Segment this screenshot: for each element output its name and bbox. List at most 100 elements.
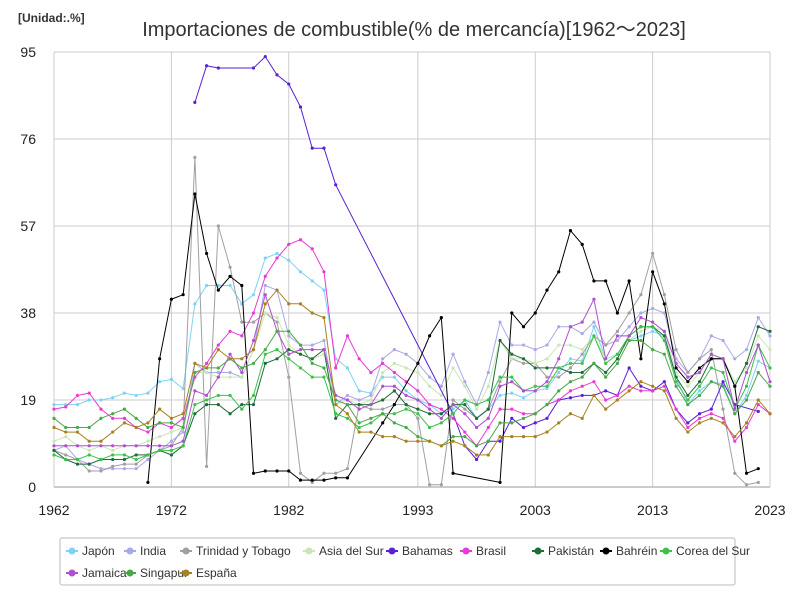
data-point bbox=[510, 311, 514, 315]
data-point bbox=[240, 357, 244, 361]
legend-label: Singapur bbox=[140, 566, 188, 580]
data-point bbox=[357, 430, 361, 434]
y-tick-label: 57 bbox=[20, 218, 36, 234]
data-point bbox=[662, 311, 666, 315]
data-point bbox=[193, 100, 197, 104]
unit-label: [Unidad:.%] bbox=[18, 11, 85, 25]
data-point bbox=[510, 391, 514, 395]
data-point bbox=[146, 425, 150, 430]
data-point bbox=[697, 370, 702, 375]
data-point bbox=[310, 361, 314, 365]
data-point bbox=[298, 352, 303, 356]
data-point bbox=[52, 444, 56, 448]
data-point bbox=[615, 357, 620, 361]
data-point bbox=[709, 357, 713, 361]
data-point bbox=[228, 375, 232, 379]
data-point bbox=[486, 398, 490, 402]
data-point bbox=[204, 398, 209, 402]
data-point bbox=[287, 348, 291, 352]
legend-label: Corea del Sur bbox=[676, 544, 750, 558]
series-8 bbox=[52, 325, 772, 462]
legend-label: Brasil bbox=[476, 544, 506, 558]
data-point bbox=[404, 389, 408, 393]
legend-item: Bahréin bbox=[600, 544, 657, 558]
data-point bbox=[322, 471, 326, 475]
data-point bbox=[451, 402, 455, 407]
data-point bbox=[592, 279, 596, 283]
data-point bbox=[392, 435, 396, 439]
data-point bbox=[768, 366, 772, 370]
data-point bbox=[158, 448, 162, 452]
data-point bbox=[580, 320, 584, 324]
data-point bbox=[451, 439, 455, 443]
data-point bbox=[404, 352, 408, 356]
data-point bbox=[639, 380, 643, 384]
data-point bbox=[744, 370, 749, 375]
data-point bbox=[756, 480, 760, 485]
data-point bbox=[87, 453, 91, 457]
data-point bbox=[345, 416, 350, 420]
data-point bbox=[463, 398, 467, 402]
data-point bbox=[287, 375, 291, 379]
data-point bbox=[651, 329, 655, 333]
legend-box bbox=[59, 537, 736, 586]
data-point bbox=[568, 366, 573, 370]
data-point bbox=[615, 361, 620, 365]
data-point bbox=[428, 402, 432, 407]
series-line bbox=[194, 55, 759, 461]
data-point bbox=[275, 251, 279, 256]
x-tick-label: 2023 bbox=[754, 502, 785, 518]
data-point bbox=[662, 302, 666, 306]
data-point bbox=[521, 361, 526, 365]
data-point bbox=[498, 435, 502, 439]
data-point bbox=[181, 412, 185, 416]
y-tick-label: 19 bbox=[20, 392, 36, 408]
data-point bbox=[545, 357, 549, 361]
data-point bbox=[298, 105, 303, 109]
data-point bbox=[87, 439, 91, 443]
data-point bbox=[639, 338, 643, 343]
data-point bbox=[75, 457, 80, 462]
data-point bbox=[733, 357, 737, 361]
data-point bbox=[357, 389, 361, 393]
data-point bbox=[146, 457, 150, 462]
data-point bbox=[298, 302, 303, 306]
data-point bbox=[709, 380, 713, 384]
legend-label: Jamaica bbox=[82, 566, 127, 580]
data-point bbox=[744, 361, 749, 365]
data-point bbox=[533, 421, 537, 425]
data-point bbox=[709, 348, 713, 352]
data-point bbox=[756, 359, 760, 363]
data-point bbox=[392, 361, 396, 365]
data-point bbox=[204, 361, 209, 365]
legend-item: Corea del Sur bbox=[660, 544, 750, 558]
data-point bbox=[651, 389, 655, 393]
data-point bbox=[697, 389, 702, 393]
data-point bbox=[369, 407, 373, 411]
data-point bbox=[216, 343, 220, 347]
data-point bbox=[697, 412, 702, 416]
data-point bbox=[322, 338, 326, 343]
data-point bbox=[146, 391, 150, 395]
data-point bbox=[310, 343, 314, 347]
data-point bbox=[744, 483, 749, 487]
data-point bbox=[651, 270, 655, 274]
data-point bbox=[334, 366, 338, 370]
data-point bbox=[357, 357, 361, 361]
data-point bbox=[298, 348, 303, 352]
data-point bbox=[240, 407, 244, 411]
data-point bbox=[486, 416, 490, 420]
data-point bbox=[545, 366, 549, 370]
data-point bbox=[768, 384, 772, 388]
data-point bbox=[604, 279, 608, 283]
data-point bbox=[604, 375, 608, 379]
data-point bbox=[357, 398, 361, 402]
data-point bbox=[662, 293, 666, 297]
x-tick-label: 2013 bbox=[637, 502, 668, 518]
legend-item: Brasil bbox=[460, 544, 506, 558]
data-point bbox=[146, 444, 150, 448]
data-point bbox=[87, 469, 91, 473]
data-point bbox=[134, 393, 138, 398]
data-point bbox=[568, 412, 573, 416]
data-point bbox=[251, 393, 256, 398]
